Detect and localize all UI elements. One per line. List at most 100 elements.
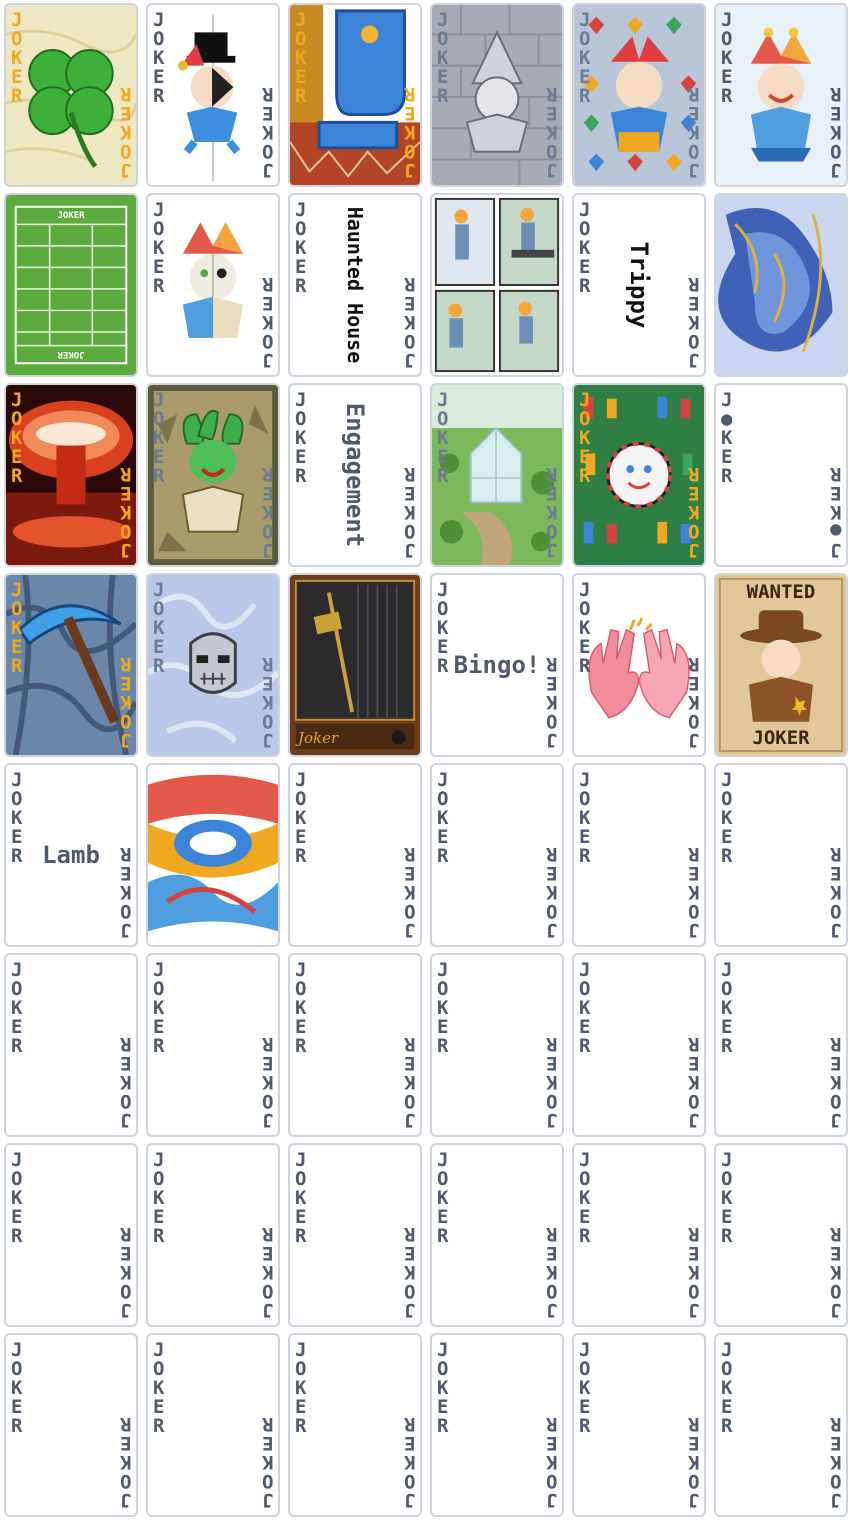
joker-card-pendulum-clock[interactable]: Joker: [288, 573, 422, 757]
clock-dark-artwork: [290, 575, 420, 755]
joker-card-dot-joker[interactable]: J ● K E R J ● K E R: [714, 383, 848, 567]
joker-card-comic-panels[interactable]: [430, 193, 564, 377]
joker-card-engagement[interactable]: J O K E R J O K E R Engagement: [288, 383, 422, 567]
boot-blue-artwork: [290, 5, 420, 185]
joker-card-abstract-blue-orange[interactable]: [146, 763, 280, 947]
mask-blue-artwork: [148, 575, 278, 755]
wanted-heading: WANTED: [746, 581, 816, 603]
joker-card-bingo[interactable]: J O K E R J O K E R Bingo!: [430, 573, 564, 757]
joker-card-blue-swirl[interactable]: [714, 193, 848, 377]
jester-classic-artwork: [716, 5, 846, 185]
joker-card-haunted-house[interactable]: J O K E R J O K E R Haunted House: [288, 193, 422, 377]
joker-card-football-field[interactable]: JOKER JOKER: [4, 193, 138, 377]
joker-card-lamb[interactable]: J O K E R J O K E R Lamb: [4, 763, 138, 947]
stained-glass-artwork: [574, 385, 704, 565]
field-green-artwork: [6, 195, 136, 375]
medusa-parchment-artwork: [148, 385, 278, 565]
abstract-swirl-artwork: [148, 765, 278, 945]
comic-panels-artwork: [432, 195, 562, 375]
joker-card-wanted-poster[interactable]: WANTED JOKER: [714, 573, 848, 757]
wanted-sheriff-artwork: [716, 575, 846, 755]
joker-card-trippy[interactable]: J O K E R J O K E R Trippy: [572, 193, 706, 377]
